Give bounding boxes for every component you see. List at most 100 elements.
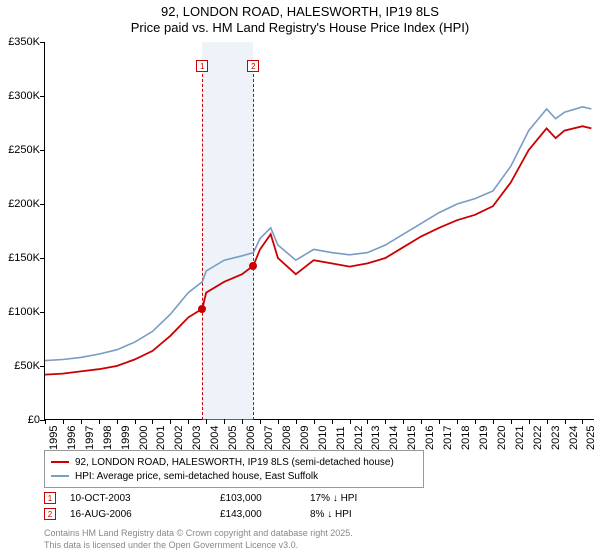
x-axis-label: 2007 — [263, 426, 275, 450]
x-tick — [332, 419, 333, 424]
x-axis-label: 2023 — [550, 426, 562, 450]
x-axis-label: 2019 — [478, 426, 490, 450]
legend-swatch-property — [51, 461, 69, 463]
y-tick — [40, 150, 45, 151]
x-axis-label: 2016 — [424, 426, 436, 450]
x-tick — [582, 419, 583, 424]
x-axis-label: 2022 — [532, 426, 544, 450]
x-tick — [188, 419, 189, 424]
x-tick — [152, 419, 153, 424]
sales-row-1-marker: 1 — [44, 492, 56, 504]
x-tick — [206, 419, 207, 424]
x-tick — [224, 419, 225, 424]
y-tick — [40, 204, 45, 205]
x-axis-label: 2004 — [209, 426, 221, 450]
x-axis-label: 1998 — [102, 426, 114, 450]
footer: Contains HM Land Registry data © Crown c… — [44, 528, 353, 551]
y-tick — [40, 366, 45, 367]
lines-svg — [45, 42, 595, 420]
x-tick — [511, 419, 512, 424]
y-axis-label: £300K — [8, 90, 40, 102]
x-tick — [565, 419, 566, 424]
y-axis-label: £50K — [14, 360, 40, 372]
y-tick — [40, 258, 45, 259]
x-tick — [439, 419, 440, 424]
x-tick — [170, 419, 171, 424]
x-axis-label: 2000 — [138, 426, 150, 450]
x-tick — [63, 419, 64, 424]
chart-title-line2: Price paid vs. HM Land Registry's House … — [0, 20, 600, 35]
x-tick — [260, 419, 261, 424]
x-tick — [314, 419, 315, 424]
x-axis-label: 2017 — [442, 426, 454, 450]
x-axis-label: 1997 — [84, 426, 96, 450]
x-tick — [81, 419, 82, 424]
footer-line1: Contains HM Land Registry data © Crown c… — [44, 528, 353, 540]
y-tick — [40, 42, 45, 43]
sale-dot-1 — [198, 305, 206, 313]
x-axis-label: 2018 — [460, 426, 472, 450]
x-axis-label: 1995 — [48, 426, 60, 450]
x-tick — [403, 419, 404, 424]
sales-table: 1 10-OCT-2003 £103,000 17% ↓ HPI 2 16-AU… — [44, 490, 410, 522]
x-tick — [547, 419, 548, 424]
x-tick — [242, 419, 243, 424]
x-tick — [45, 419, 46, 424]
x-tick — [421, 419, 422, 424]
y-axis-label: £250K — [8, 144, 40, 156]
x-axis-label: 2003 — [191, 426, 203, 450]
x-axis-label: 2002 — [173, 426, 185, 450]
x-axis-label: 2009 — [299, 426, 311, 450]
sales-row-1-hpi: 17% ↓ HPI — [310, 493, 410, 504]
y-tick — [40, 312, 45, 313]
x-axis-label: 2021 — [514, 426, 526, 450]
x-axis-label: 2005 — [227, 426, 239, 450]
x-axis-label: 2001 — [155, 426, 167, 450]
sales-row-2-marker: 2 — [44, 508, 56, 520]
legend-label-property: 92, LONDON ROAD, HALESWORTH, IP19 8LS (s… — [75, 457, 394, 468]
legend-row-hpi: HPI: Average price, semi-detached house,… — [51, 469, 417, 483]
x-axis-label: 2024 — [568, 426, 580, 450]
x-tick — [493, 419, 494, 424]
x-axis-label: 2011 — [335, 426, 347, 450]
line-hpi — [45, 107, 591, 361]
x-tick — [350, 419, 351, 424]
x-axis-label: 2008 — [281, 426, 293, 450]
sales-row-2-hpi: 8% ↓ HPI — [310, 509, 410, 520]
sales-row-1-date: 10-OCT-2003 — [70, 493, 220, 504]
x-axis-label: 2010 — [317, 426, 329, 450]
sales-row-2-price: £143,000 — [220, 509, 310, 520]
x-axis-label: 1999 — [120, 426, 132, 450]
y-axis-label: £150K — [8, 252, 40, 264]
sale-dot-2 — [249, 262, 257, 270]
x-axis-label: 2015 — [406, 426, 418, 450]
x-axis-label: 2006 — [245, 426, 257, 450]
sales-row-2: 2 16-AUG-2006 £143,000 8% ↓ HPI — [44, 506, 410, 522]
y-axis-label: £200K — [8, 198, 40, 210]
x-tick — [99, 419, 100, 424]
x-axis-label: 2013 — [370, 426, 382, 450]
y-axis-label: £350K — [8, 36, 40, 48]
chart-title-line1: 92, LONDON ROAD, HALESWORTH, IP19 8LS — [0, 4, 600, 19]
legend-swatch-hpi — [51, 475, 69, 477]
x-tick — [475, 419, 476, 424]
sales-row-2-date: 16-AUG-2006 — [70, 509, 220, 520]
x-tick — [117, 419, 118, 424]
x-tick — [529, 419, 530, 424]
x-tick — [135, 419, 136, 424]
x-axis-label: 2020 — [496, 426, 508, 450]
legend-row-property: 92, LONDON ROAD, HALESWORTH, IP19 8LS (s… — [51, 455, 417, 469]
x-tick — [385, 419, 386, 424]
footer-line2: This data is licensed under the Open Gov… — [44, 540, 353, 552]
x-tick — [367, 419, 368, 424]
x-tick — [278, 419, 279, 424]
sales-row-1-price: £103,000 — [220, 493, 310, 504]
legend-label-hpi: HPI: Average price, semi-detached house,… — [75, 471, 318, 482]
y-axis-label: £0 — [28, 414, 40, 426]
x-axis-label: 2025 — [585, 426, 597, 450]
sales-row-1: 1 10-OCT-2003 £103,000 17% ↓ HPI — [44, 490, 410, 506]
x-axis-label: 2012 — [353, 426, 365, 450]
x-axis-label: 2014 — [388, 426, 400, 450]
x-tick — [296, 419, 297, 424]
y-tick — [40, 96, 45, 97]
